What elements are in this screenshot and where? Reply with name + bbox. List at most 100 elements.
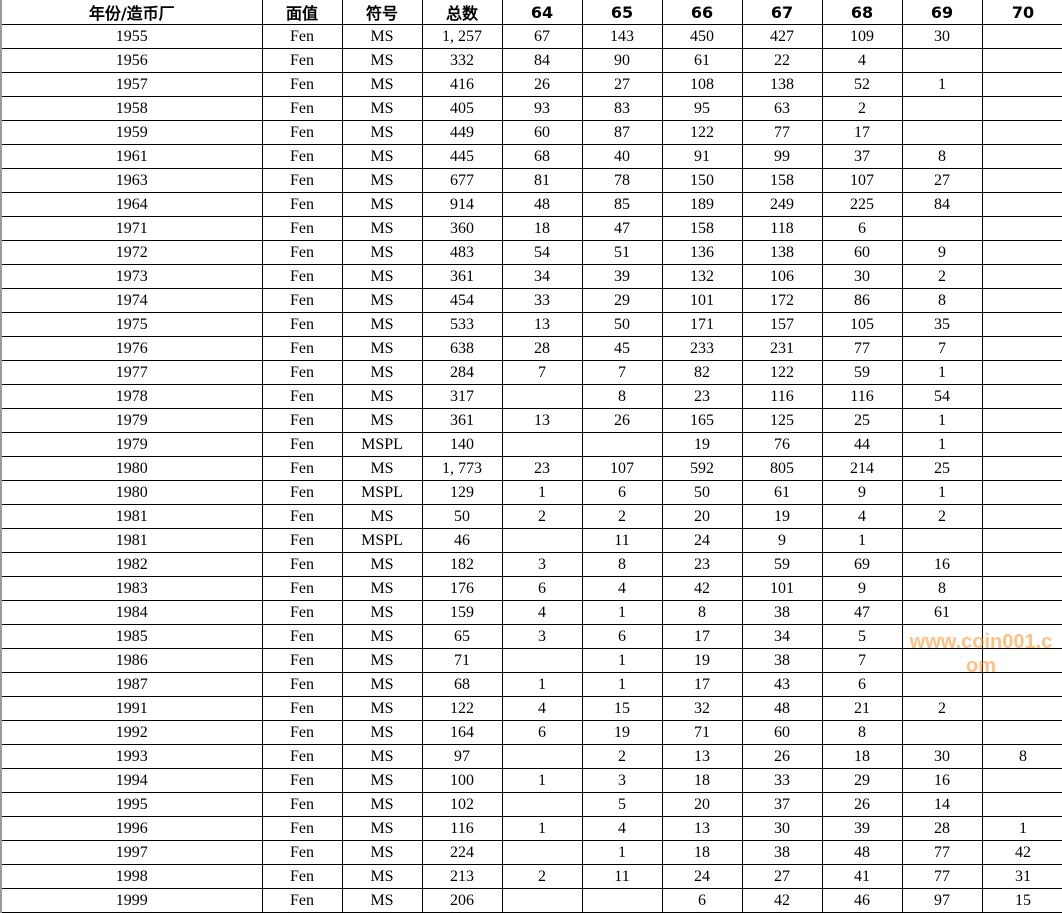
table-cell: Fen	[261, 456, 343, 481]
table-cell: 23	[661, 384, 743, 409]
table-cell: 1	[581, 600, 663, 625]
table-row: 1976 Fen MS 638 28 45 233 231 77 7	[0, 336, 1062, 361]
column-header: 69	[901, 0, 983, 25]
table-cell: 29	[821, 768, 903, 793]
table-cell: 1980	[0, 480, 263, 505]
table-cell: 5	[821, 624, 903, 649]
table-cell: 7	[821, 648, 903, 673]
table-cell: MS	[341, 72, 423, 97]
table-cell: 90	[581, 48, 663, 73]
table-cell: 37	[741, 792, 823, 817]
table-cell: Fen	[261, 168, 343, 193]
table-cell: 43	[741, 672, 823, 697]
table-cell: 25	[821, 408, 903, 433]
table-cell: 116	[741, 384, 823, 409]
table-cell: 24	[661, 864, 743, 889]
table-row: 1980 Fen MSPL 129 1 6 50 61 9 1	[0, 480, 1062, 505]
table-cell: 6	[501, 720, 583, 745]
table-cell: 46	[421, 528, 503, 553]
table-cell: MS	[341, 24, 423, 49]
table-cell	[901, 720, 983, 745]
table-cell: 157	[741, 312, 823, 337]
table-cell: MS	[341, 312, 423, 337]
table-cell	[981, 144, 1062, 169]
table-row: 1979 Fen MSPL 140 19 76 44 1	[0, 432, 1062, 457]
table-cell: 4	[821, 48, 903, 73]
table-cell: 18	[661, 768, 743, 793]
table-cell: Fen	[261, 624, 343, 649]
table-cell: 1	[501, 672, 583, 697]
table-cell: 20	[661, 504, 743, 529]
table-cell: 108	[661, 72, 743, 97]
table-cell: MS	[341, 96, 423, 121]
table-cell: 60	[821, 240, 903, 265]
table-cell: 19	[741, 504, 823, 529]
table-cell: Fen	[261, 504, 343, 529]
table-cell: 16	[901, 768, 983, 793]
table-cell: 34	[501, 264, 583, 289]
table-cell: 20	[661, 792, 743, 817]
table-cell: 138	[741, 72, 823, 97]
table-cell: 1956	[0, 48, 263, 73]
table-cell	[981, 216, 1062, 241]
table-cell: 4	[821, 504, 903, 529]
table-cell: 1961	[0, 144, 263, 169]
table-cell: 1979	[0, 408, 263, 433]
table-cell: Fen	[261, 360, 343, 385]
table-cell	[901, 624, 983, 649]
table-cell: MS	[341, 144, 423, 169]
table-cell: 8	[981, 744, 1062, 769]
table-cell: 1964	[0, 192, 263, 217]
table-cell	[981, 168, 1062, 193]
table-cell: Fen	[261, 264, 343, 289]
table-row: 1957 Fen MS 416 26 27 108 138 52 1	[0, 72, 1062, 97]
table-cell: MS	[341, 600, 423, 625]
table-cell: 83	[581, 96, 663, 121]
table-cell: MS	[341, 624, 423, 649]
table-cell: 38	[741, 600, 823, 625]
table-row: 1955 Fen MS 1, 257 67 143 450 427 109 30	[0, 24, 1062, 49]
table-cell: 7	[581, 360, 663, 385]
table-row: 1961 Fen MS 445 68 40 91 99 37 8	[0, 144, 1062, 169]
table-cell: 233	[661, 336, 743, 361]
table-cell	[501, 792, 583, 817]
table-cell: 31	[981, 864, 1062, 889]
table-cell: 61	[901, 600, 983, 625]
table-cell: 69	[821, 552, 903, 577]
table-cell: Fen	[261, 888, 343, 913]
column-header: 面值	[261, 0, 343, 25]
table-cell: 8	[581, 384, 663, 409]
table-cell: 360	[421, 216, 503, 241]
table-cell: 1996	[0, 816, 263, 841]
table-cell: 76	[741, 432, 823, 457]
table-cell: 39	[821, 816, 903, 841]
table-cell: 102	[421, 792, 503, 817]
table-cell: 19	[661, 648, 743, 673]
table-cell: 97	[421, 744, 503, 769]
table-cell: MSPL	[341, 480, 423, 505]
table-cell: 8	[581, 552, 663, 577]
table-cell: 38	[741, 648, 823, 673]
table-cell: 140	[421, 432, 503, 457]
table-cell	[501, 432, 583, 457]
table-cell: 2	[581, 504, 663, 529]
table-cell: 37	[821, 144, 903, 169]
table-cell: 84	[501, 48, 583, 73]
table-cell: Fen	[261, 384, 343, 409]
table-row: 1980 Fen MS 1, 773 23 107 592 805 214 25	[0, 456, 1062, 481]
table-cell	[501, 648, 583, 673]
table-cell: 67	[501, 24, 583, 49]
table-cell: 33	[741, 768, 823, 793]
table-cell	[981, 96, 1062, 121]
column-header: 总数	[421, 0, 503, 25]
table-cell: 1, 773	[421, 456, 503, 481]
table-cell: 6	[821, 216, 903, 241]
table-cell	[981, 72, 1062, 97]
table-cell: 1997	[0, 840, 263, 865]
table-cell	[981, 336, 1062, 361]
table-cell: 1987	[0, 672, 263, 697]
table-row: 1984 Fen MS 159 4 1 8 38 47 61	[0, 600, 1062, 625]
table-cell	[501, 528, 583, 553]
table-cell: 11	[581, 528, 663, 553]
table-cell: 3	[501, 552, 583, 577]
